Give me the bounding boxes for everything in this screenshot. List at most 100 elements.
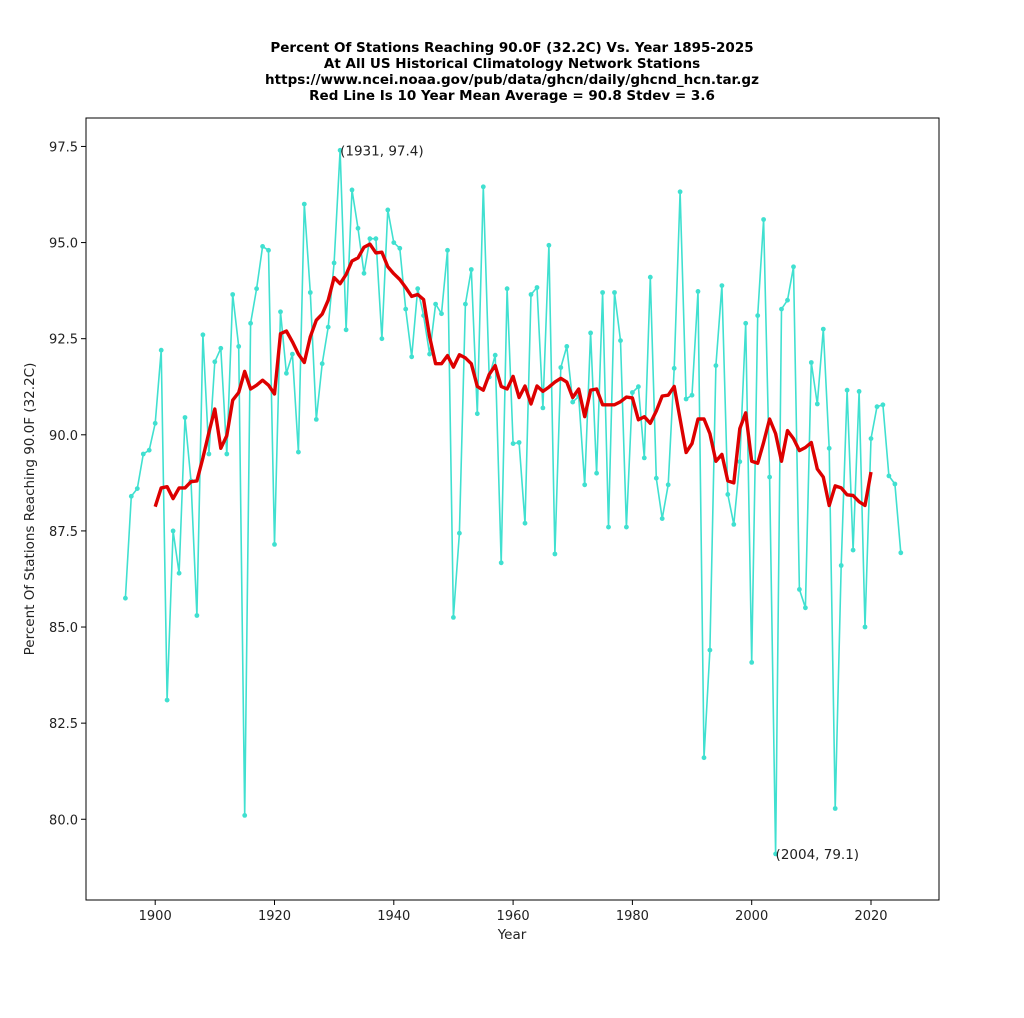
data-point bbox=[814, 401, 820, 407]
data-point bbox=[290, 351, 295, 357]
data-point bbox=[767, 474, 772, 480]
data-point bbox=[785, 297, 790, 303]
y-tick-label: 92.5 bbox=[49, 333, 78, 348]
x-tick-label: 1960 bbox=[497, 909, 530, 924]
annotation-label: (1931, 97.4) bbox=[340, 143, 424, 159]
data-point bbox=[272, 542, 277, 547]
data-point bbox=[552, 551, 558, 557]
x-axis: 1900 1920 1940 1960 1980 2000 2020 bbox=[139, 900, 888, 924]
data-point bbox=[212, 359, 218, 365]
data-point bbox=[856, 389, 862, 394]
data-point bbox=[296, 449, 301, 455]
x-tick-label: 2020 bbox=[854, 909, 887, 924]
data-point bbox=[266, 247, 271, 253]
data-point bbox=[463, 301, 468, 307]
data-point bbox=[248, 320, 254, 326]
data-point bbox=[868, 436, 874, 441]
data-point bbox=[719, 283, 725, 288]
data-point bbox=[558, 365, 564, 370]
data-point bbox=[474, 411, 480, 417]
data-point bbox=[701, 755, 707, 761]
title-line-4: Red Line Is 10 Year Mean Average = 90.8 … bbox=[309, 88, 715, 104]
data-point bbox=[582, 482, 588, 488]
data-point bbox=[457, 530, 462, 536]
data-point bbox=[343, 327, 349, 333]
data-point bbox=[761, 217, 766, 222]
data-point bbox=[140, 451, 146, 457]
data-point bbox=[671, 365, 677, 371]
data-point bbox=[850, 547, 856, 553]
y-axis: 80.0 82.5 85.0 87.5 90.0 92.5 95.0 97.5 bbox=[49, 140, 86, 828]
y-tick-label: 80.0 bbox=[49, 813, 78, 828]
data-point bbox=[540, 405, 546, 411]
data-point bbox=[749, 660, 755, 665]
data-point bbox=[606, 524, 611, 530]
data-point bbox=[164, 697, 170, 703]
data-point bbox=[689, 392, 695, 398]
data-point bbox=[152, 420, 158, 426]
data-point bbox=[176, 570, 182, 576]
data-point bbox=[731, 522, 737, 527]
data-point bbox=[182, 415, 188, 420]
data-point bbox=[600, 290, 605, 295]
title-line-1: Percent Of Stations Reaching 90.0F (32.2… bbox=[270, 40, 753, 56]
title-line-3: https://www.ncei.noaa.gov/pub/data/ghcn/… bbox=[265, 72, 759, 88]
data-point bbox=[242, 813, 248, 818]
data-point bbox=[403, 306, 409, 312]
x-tick-label: 1920 bbox=[258, 909, 291, 924]
data-point bbox=[451, 615, 456, 620]
data-point bbox=[683, 396, 689, 402]
data-point bbox=[200, 332, 206, 338]
data-point bbox=[522, 520, 528, 526]
data-point bbox=[492, 352, 498, 358]
annual-line bbox=[124, 149, 902, 855]
data-point bbox=[773, 851, 778, 857]
data-point bbox=[737, 459, 743, 465]
data-point bbox=[355, 225, 361, 231]
x-tick-label: 1940 bbox=[377, 909, 410, 924]
data-point bbox=[844, 387, 850, 393]
data-point bbox=[236, 344, 242, 349]
data-point bbox=[439, 311, 444, 317]
data-point bbox=[349, 187, 355, 193]
data-point bbox=[409, 354, 415, 360]
data-point bbox=[194, 613, 200, 618]
data-point bbox=[504, 286, 510, 292]
annotation-label: (2004, 79.1) bbox=[776, 847, 860, 863]
data-point bbox=[832, 806, 838, 811]
data-point bbox=[427, 351, 432, 357]
data-point bbox=[534, 285, 540, 290]
title-line-2: At All US Historical Climatology Network… bbox=[324, 56, 700, 72]
data-point bbox=[618, 338, 623, 343]
data-point bbox=[367, 236, 373, 242]
data-point bbox=[218, 345, 224, 351]
data-point bbox=[803, 605, 808, 611]
data-point bbox=[779, 306, 784, 312]
data-point bbox=[898, 550, 904, 556]
y-tick-label: 97.5 bbox=[49, 140, 78, 155]
data-point bbox=[278, 309, 283, 315]
data-point bbox=[820, 326, 826, 332]
data-point bbox=[391, 240, 397, 246]
data-point bbox=[498, 560, 504, 566]
data-point bbox=[647, 274, 653, 280]
annotations: (1931, 97.4) (2004, 79.1) bbox=[340, 143, 859, 863]
x-tick-label: 1980 bbox=[616, 909, 649, 924]
series-10yr-mean bbox=[153, 242, 873, 508]
data-point bbox=[677, 189, 683, 195]
data-point bbox=[158, 347, 164, 353]
data-point bbox=[337, 147, 343, 153]
data-point bbox=[570, 399, 576, 405]
data-point bbox=[886, 473, 892, 479]
data-point bbox=[624, 524, 629, 530]
data-point bbox=[128, 493, 134, 499]
x-tick-label: 2000 bbox=[735, 909, 768, 924]
data-point bbox=[361, 270, 367, 276]
data-point bbox=[206, 451, 212, 457]
data-point bbox=[636, 384, 641, 390]
y-tick-label: 95.0 bbox=[49, 237, 78, 252]
data-point bbox=[641, 455, 647, 461]
data-point bbox=[838, 563, 844, 568]
data-point bbox=[480, 184, 486, 190]
plot-frame bbox=[85, 117, 940, 901]
